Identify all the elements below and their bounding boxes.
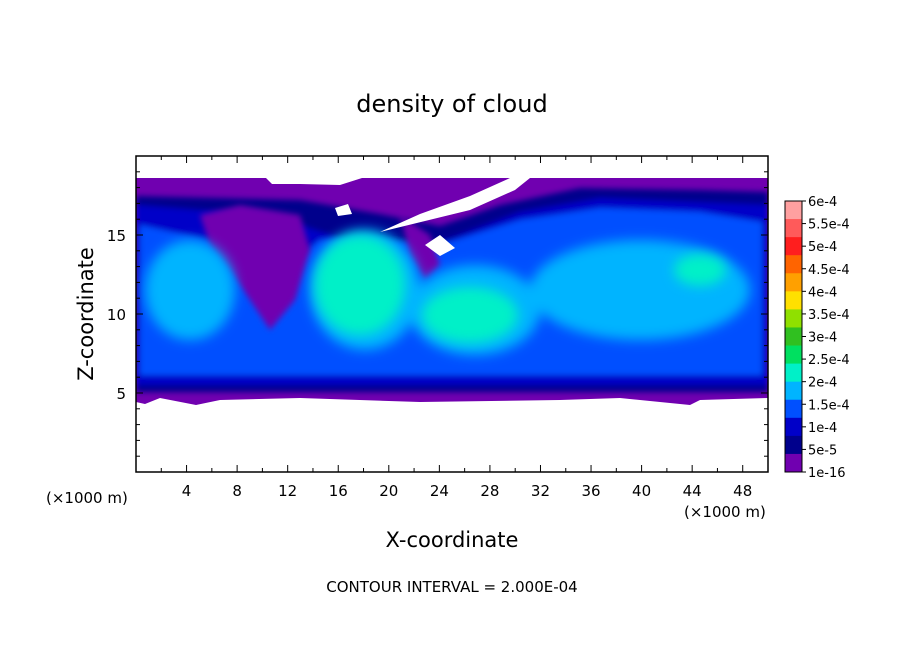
- x-tick-label: 32: [531, 482, 550, 500]
- x-tick-label: 40: [632, 482, 651, 500]
- colorbar-swatch: [785, 273, 802, 292]
- x-axis-title: X-coordinate: [386, 528, 519, 552]
- cyan-core-a: [315, 235, 405, 335]
- clear-air-gap-c: [425, 235, 455, 256]
- purple-intrusion-left: [200, 205, 310, 330]
- colorbar-label: 1.5e-4: [808, 398, 850, 413]
- x-tick-label: 8: [232, 482, 242, 500]
- colorbar-swatch: [785, 255, 802, 274]
- colorbar-swatch: [785, 399, 802, 419]
- colorbar-swatch: [785, 453, 802, 473]
- x-axis: 4 8 12 16 20 24 28 32 36 40 44 48: [160, 156, 752, 500]
- clear-air-gap-a: [260, 172, 362, 185]
- colorbar-label: 4.5e-4: [808, 263, 850, 278]
- y-unit-label: (×1000 m): [46, 489, 128, 507]
- colorbar-label: 5e-5: [808, 443, 837, 458]
- contour-field: [136, 156, 768, 472]
- colorbar-swatch: [785, 201, 802, 220]
- colorbar-label: 6e-4: [808, 195, 837, 210]
- colorbar-swatch: [785, 327, 802, 347]
- colorbar-swatch: [785, 381, 802, 401]
- light-blue-region-d: [145, 240, 235, 340]
- colorbar-label: 5.5e-4: [808, 218, 850, 233]
- colorbar-swatch: [785, 363, 802, 383]
- chart-title: density of cloud: [356, 90, 547, 118]
- x-tick-label: 36: [581, 482, 600, 500]
- colorbar-swatch: [785, 345, 802, 365]
- x-tick-label: 20: [379, 482, 398, 500]
- contour-interval-note: CONTOUR INTERVAL = 2.000E-04: [326, 578, 577, 596]
- colorbar-label: 5e-4: [808, 240, 837, 255]
- x-tick-label: 16: [329, 482, 348, 500]
- colorbar: 6e-4 5.5e-4 5e-4 4.5e-4 4e-4 3.5e-4 3e-4 2.5e-4…: [784, 195, 850, 481]
- y-tick-label: 15: [107, 227, 126, 245]
- y-tick-label: 5: [116, 385, 126, 403]
- y-axis-title: Z-coordinate: [74, 247, 98, 381]
- colorbar-swatch: [785, 435, 802, 455]
- colorbar-label: 1e-16: [808, 466, 846, 481]
- colorbar-label: 2e-4: [808, 376, 837, 391]
- cyan-core-b: [422, 287, 518, 343]
- colorbar-label: 2.5e-4: [808, 353, 850, 368]
- x-tick-label: 44: [683, 482, 702, 500]
- clear-air-gap-b: [380, 178, 530, 232]
- x-tick-label: 12: [278, 482, 297, 500]
- colorbar-swatch: [785, 237, 802, 256]
- colorbar-swatch: [785, 309, 802, 328]
- clear-air-gap-d: [335, 204, 352, 216]
- colorbar-label: 1e-4: [808, 421, 837, 436]
- x-tick-label: 4: [182, 482, 192, 500]
- purple-intrusion-right: [400, 215, 440, 280]
- x-unit-label: (×1000 m): [684, 503, 766, 521]
- light-blue-region-c: [530, 240, 750, 340]
- cyan-core-c: [674, 254, 726, 286]
- x-tick-label: 24: [430, 482, 449, 500]
- y-tick-label: 10: [107, 306, 126, 324]
- colorbar-swatch: [785, 291, 802, 310]
- x-tick-label: 28: [480, 482, 499, 500]
- colorbar-swatch: [785, 219, 802, 238]
- colorbar-label: 4e-4: [808, 285, 837, 300]
- colorbar-label: 3.5e-4: [808, 308, 850, 323]
- colorbar-label: 3e-4: [808, 331, 837, 346]
- colorbar-swatch: [785, 417, 802, 437]
- y-axis: 5 10 15: [107, 171, 768, 457]
- x-tick-label: 48: [733, 482, 752, 500]
